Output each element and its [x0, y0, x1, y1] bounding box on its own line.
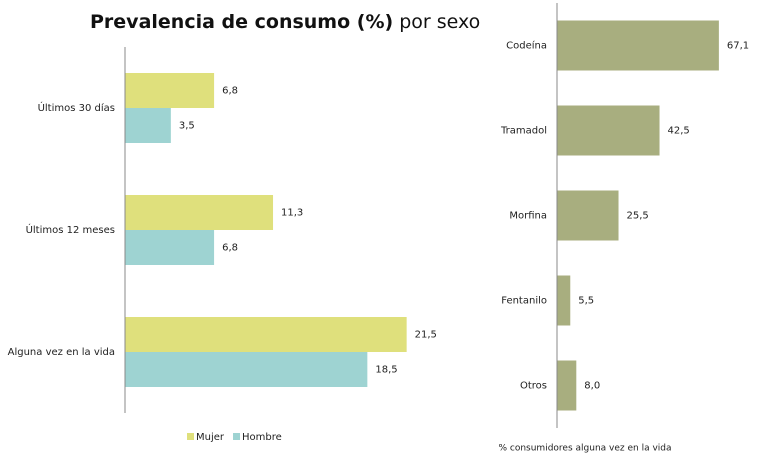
legend-label: Mujer [196, 432, 225, 443]
value-label: 21,5 [415, 330, 437, 341]
y-tick-label: Alguna vez en la vida [8, 347, 115, 358]
value-label: 25,5 [627, 211, 649, 222]
bar [125, 73, 215, 108]
y-tick-label: Morfina [509, 211, 547, 222]
value-label: 8,0 [584, 381, 600, 392]
y-tick-label: Codeína [506, 40, 547, 52]
value-label: 6,8 [222, 243, 238, 254]
bar [557, 105, 660, 156]
value-label: 3,5 [179, 121, 195, 132]
bar [557, 360, 577, 411]
y-tick-label: Últimos 12 meses [26, 223, 115, 236]
title-bold: Prevalencia de consumo (%) [90, 11, 393, 33]
value-label: 18,5 [375, 365, 397, 376]
y-tick-label: Otros [520, 381, 547, 392]
bar [125, 195, 274, 230]
bar [557, 190, 619, 241]
legend-swatch [233, 433, 241, 440]
title-rest: por sexo [399, 11, 480, 33]
y-tick-label: Tramadol [500, 126, 547, 137]
bar [125, 108, 171, 143]
chart-title: Prevalencia de consumo (%) por sexo [90, 11, 480, 33]
y-tick-label: Últimos 30 días [38, 101, 115, 114]
y-tick-label: Fentanilo [501, 296, 547, 307]
value-label: 6,8 [222, 86, 238, 97]
bar [125, 352, 368, 387]
bar [125, 317, 407, 352]
bar [557, 275, 571, 326]
value-label: 67,1 [727, 41, 749, 52]
legend-label: Hombre [242, 432, 282, 443]
value-label: 11,3 [281, 208, 303, 219]
bar [125, 230, 215, 265]
value-label: 5,5 [578, 296, 594, 307]
value-label: 42,5 [668, 126, 690, 137]
legend-swatch [187, 433, 194, 440]
bar [557, 20, 719, 71]
x-axis-label: % consumidores alguna vez en la vida [498, 444, 671, 454]
